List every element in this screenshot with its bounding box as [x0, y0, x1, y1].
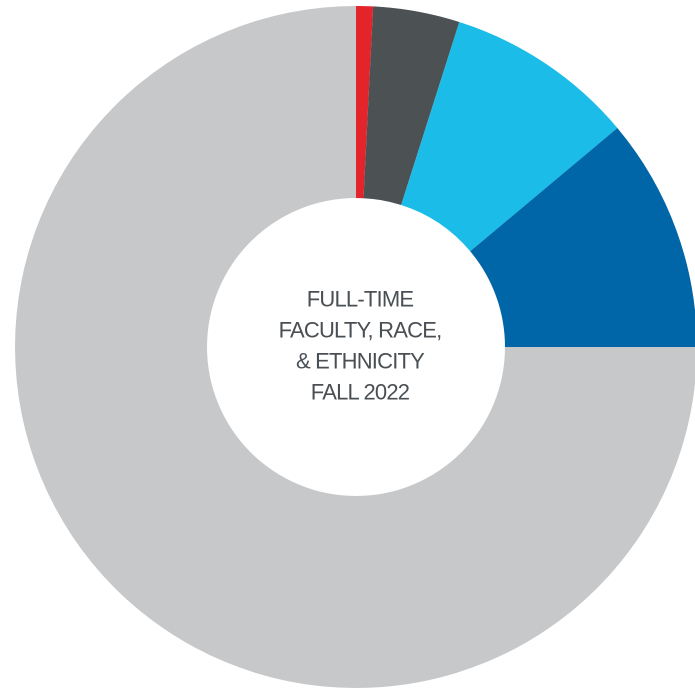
center-title: FULL-TIME — [307, 286, 414, 311]
donut-segment — [15, 6, 695, 688]
donut-segment — [363, 6, 460, 206]
center-title: FALL 2022 — [311, 379, 410, 404]
donut-segment — [470, 127, 695, 347]
donut-segment — [356, 6, 374, 199]
center-title: & ETHNICITY — [296, 348, 425, 373]
donut-segment — [401, 22, 618, 252]
center-title: FACULTY, RACE, — [279, 317, 442, 342]
